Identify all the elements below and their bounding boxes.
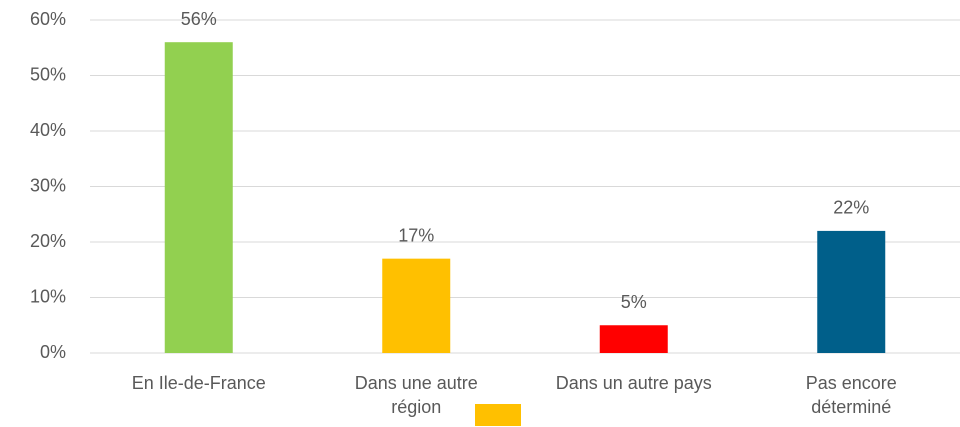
bar [164, 42, 233, 353]
y-tick-label: 0% [40, 342, 66, 362]
y-tick-label: 50% [30, 64, 66, 84]
x-tick-label: Dans une autre région [354, 373, 478, 417]
x-tick-label: Dans un autre pays [555, 373, 712, 393]
value-label: 5% [621, 292, 647, 312]
legend-swatch [475, 404, 521, 426]
value-label: 56% [181, 9, 217, 29]
bar [382, 258, 451, 353]
y-tick-label: 40% [30, 120, 66, 140]
y-tick-label: 30% [30, 175, 66, 195]
bar [817, 230, 886, 353]
y-tick-label: 20% [30, 231, 66, 251]
bar [599, 325, 668, 353]
value-label: 22% [833, 198, 869, 218]
x-tick-label: Pas encore déterminé [805, 373, 897, 417]
y-tick-label: 10% [30, 286, 66, 306]
value-label: 17% [398, 225, 434, 245]
x-tick-label: En Ile-de-France [131, 373, 266, 393]
y-tick-label: 60% [30, 9, 66, 29]
